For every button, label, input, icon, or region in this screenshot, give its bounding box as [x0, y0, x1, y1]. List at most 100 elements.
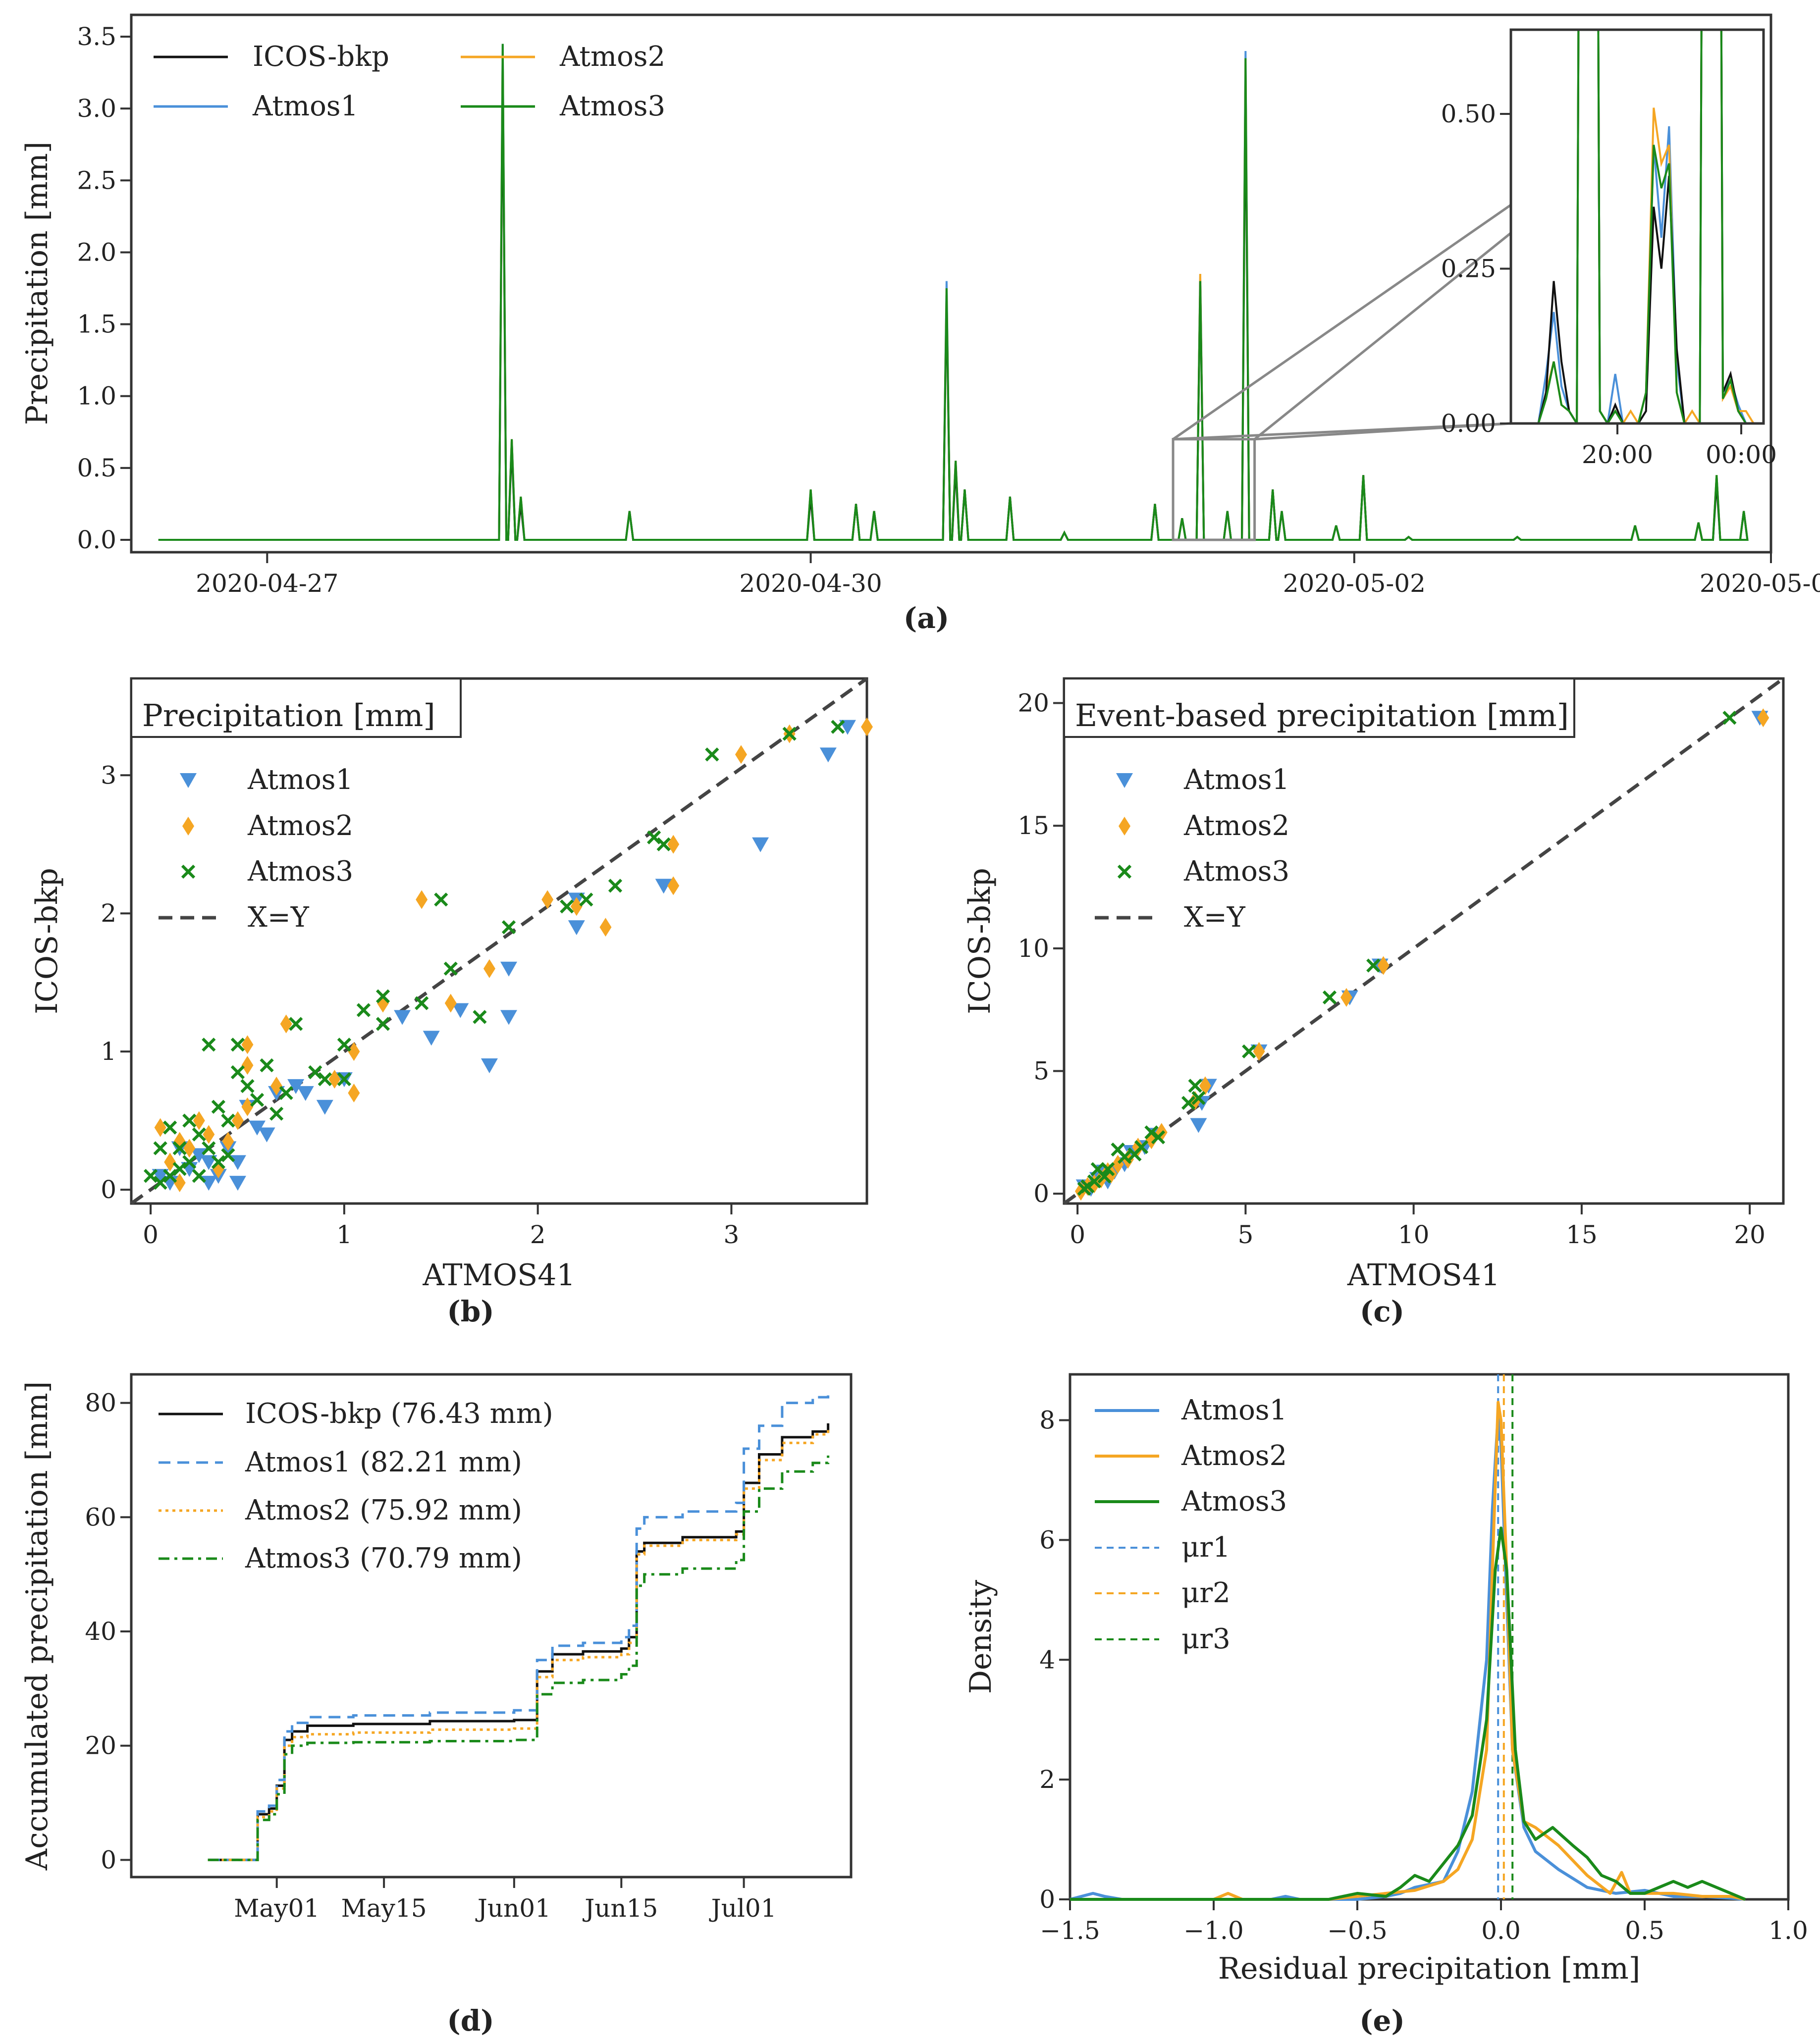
x-marker: [202, 1038, 216, 1052]
panel-b-point-atmos2: [231, 1111, 244, 1130]
triangle-marker: [394, 1010, 411, 1025]
panel-b-point-atmos2: [483, 959, 495, 978]
x-marker: [434, 892, 448, 907]
legend-entry: Atmos1: [180, 764, 353, 796]
x-marker: [782, 727, 797, 741]
legend-marker: [1116, 773, 1133, 788]
x-marker: [1090, 1162, 1105, 1176]
panel-e-frame: [1069, 1373, 1790, 1901]
legend-label: Atmos3: [559, 90, 665, 122]
panel-a-y-tick-label: 3.5: [77, 22, 116, 51]
panel-b-point-atmos1: [423, 1031, 440, 1046]
panel-c-x-tick-label: 5: [1237, 1220, 1253, 1249]
panel-b-point-atmos3: [337, 1072, 351, 1087]
diamond-marker: [203, 1125, 215, 1144]
panel-e-y-tick-label: 2: [1039, 1765, 1055, 1794]
panel-e-xlabel: Residual precipitation [mm]: [1218, 1951, 1640, 1986]
panel-b-y-tick-label: 3: [101, 761, 116, 789]
panel-b-point-atmos3: [230, 1065, 245, 1080]
panel-a-y-tick-label: 1.0: [77, 382, 116, 411]
panel-b-y-tick-label: 0: [101, 1175, 116, 1204]
legend-label: Atmos1: [1183, 764, 1289, 796]
panel-d-y-tick-label: 60: [85, 1503, 116, 1531]
triangle-marker: [229, 1176, 246, 1191]
legend-label: Atmos3: [247, 855, 353, 888]
panel-e-y-tick-label: 4: [1039, 1645, 1055, 1674]
panel-b-point-atmos2: [193, 1111, 205, 1130]
panel-b-point-atmos2: [241, 1056, 254, 1075]
triangle-marker: [258, 1127, 275, 1143]
diamond-marker: [222, 1132, 234, 1151]
inset-x-tick-label: 20:00: [1582, 440, 1653, 469]
panel-c-point-atmos2: [1757, 708, 1769, 728]
inset-x-tick-label: 00:00: [1706, 440, 1777, 469]
panel-c-point-atmos3: [1191, 1091, 1206, 1105]
panel-b-point-atmos3: [579, 892, 593, 907]
x-marker: [1322, 990, 1337, 1005]
legend-entry: X=Y: [1095, 901, 1246, 934]
panel-b-point-atmos3: [647, 830, 661, 844]
panel-d-x-tick-label: May01: [234, 1894, 320, 1923]
panel-b-point-atmos3: [202, 1038, 216, 1052]
panel-b-point-atmos3: [143, 1169, 158, 1183]
panel-d-y-tick-label: 80: [85, 1389, 116, 1417]
x-marker: [289, 1017, 303, 1031]
panel-c-title-box: [1063, 678, 1575, 738]
legend-entry: μr2: [1095, 1577, 1231, 1609]
x-marker: [260, 1058, 274, 1073]
triangle-marker: [152, 1169, 169, 1184]
panel-c-point-atmos3: [1077, 1182, 1091, 1196]
inset-y-tick-label: 0.25: [1441, 255, 1496, 283]
panel-b-point-atmos2: [416, 890, 428, 909]
diamond-marker: [182, 817, 194, 836]
x-marker: [163, 1169, 177, 1183]
panel-b-point-atmos1: [297, 1086, 314, 1101]
diamond-marker: [444, 994, 457, 1013]
panel-b-point-atmos3: [172, 1141, 187, 1155]
panel-b-title: Precipitation [mm]: [142, 697, 435, 733]
panel-b-x-tick-label: 3: [724, 1220, 740, 1249]
panel-c-y-tick-label: 15: [1017, 811, 1049, 840]
legend-label: Atmos2: [247, 810, 353, 842]
legend-label: Atmos2: [1183, 810, 1289, 842]
panel-b-point-atmos3: [356, 1003, 371, 1017]
legend-label: Atmos2: [559, 41, 665, 73]
legend-entry: Atmos1: [1095, 1394, 1287, 1426]
panel-b-point-atmos3: [163, 1120, 177, 1135]
panel-c-y-tick-label: 0: [1033, 1179, 1049, 1208]
panel-b-point-atmos3: [269, 1106, 284, 1121]
diamond-marker: [667, 835, 680, 854]
x-marker: [1127, 1147, 1142, 1162]
panel-c-point-atmos2: [1199, 1076, 1211, 1096]
inset-series-atmos3: [1531, 30, 1754, 423]
legend-label: Atmos3: [1181, 1485, 1287, 1518]
panel-e-x-tick-label: 0.5: [1625, 1916, 1664, 1945]
x-marker: [1722, 711, 1737, 725]
legend-entry: Atmos3 (70.79 mm): [159, 1542, 522, 1574]
panel-b-point-atmos3: [705, 747, 719, 762]
triangle-marker: [1190, 1118, 1207, 1133]
panel-a-frame: [130, 13, 1772, 554]
panel-d-x-tick-label: Jun01: [475, 1894, 551, 1923]
x-marker: [192, 1127, 206, 1142]
triangle-marker: [481, 1058, 498, 1074]
diamond-marker: [193, 1111, 205, 1130]
inset-y-tick-label: 0.00: [1441, 409, 1496, 438]
triangle-marker: [200, 1155, 217, 1170]
panel-c-point-atmos2: [1253, 1042, 1265, 1061]
legend-label: Atmos2: [1181, 1440, 1287, 1472]
panel-b-point-atmos1: [316, 1100, 333, 1115]
x-marker: [647, 830, 661, 844]
diamond-marker: [483, 959, 495, 978]
kde-line-atmos3: [1070, 1526, 1746, 1901]
panel-b-label: (b): [447, 1295, 494, 1328]
panel-b-point-atmos2: [599, 918, 612, 937]
legend-entry: Atmos1: [154, 90, 358, 122]
x-marker: [1191, 1091, 1206, 1105]
panel-e-x-tick-label: −0.5: [1327, 1916, 1387, 1945]
panel-b-point-atmos2: [154, 1118, 166, 1137]
diamond-marker: [861, 717, 873, 736]
inset-y-tick-label: 0.50: [1441, 100, 1496, 128]
x-marker: [1181, 1096, 1196, 1110]
panel-b-point-atmos3: [250, 1093, 265, 1107]
